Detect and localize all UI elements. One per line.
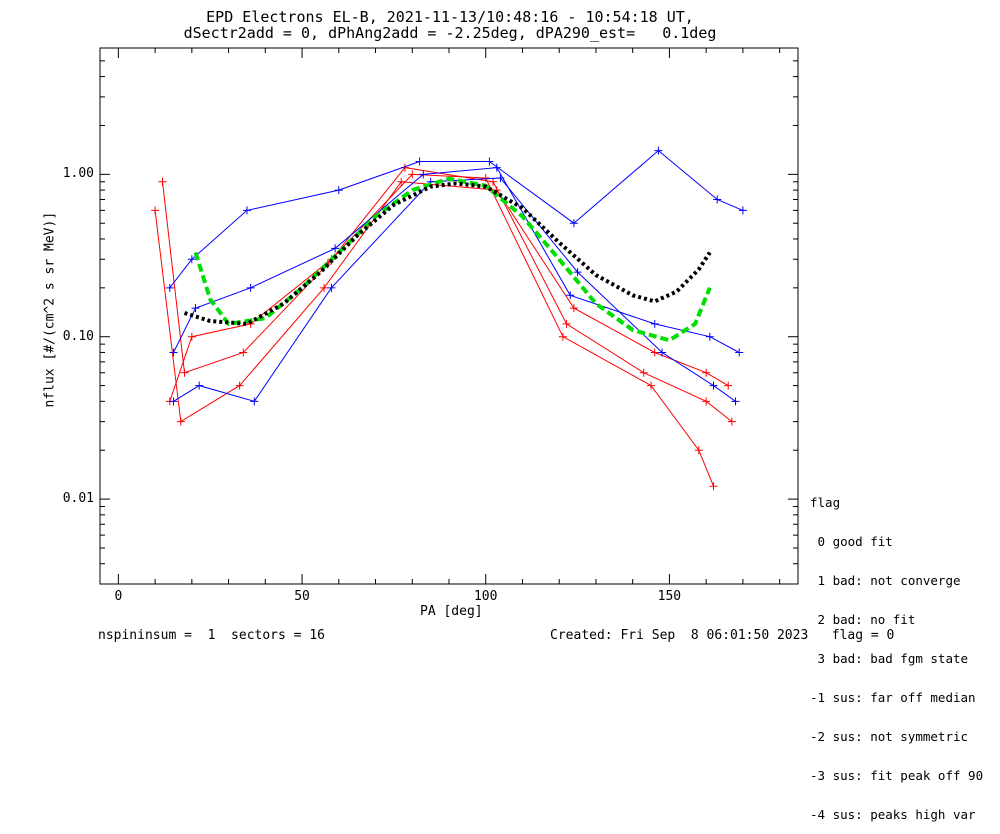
series-0-point-9 — [727, 417, 736, 426]
series-1 — [165, 170, 718, 491]
series-3-point-7 — [650, 319, 659, 328]
series-5-point-9 — [738, 206, 747, 215]
tick-marks — [100, 47, 798, 585]
pitch-angle-chart — [99, 47, 799, 585]
series-2-point-7 — [650, 348, 659, 357]
series-3-point-0 — [169, 348, 178, 357]
legend-item-5: -2 sus: not symmetric — [810, 729, 969, 744]
legend-item-6: -3 sus: fit peak off 90 — [810, 768, 984, 783]
series-0-point-7 — [639, 368, 648, 377]
series-4-point-8 — [709, 381, 718, 390]
series-4-point-9 — [731, 397, 740, 406]
series-5-point-1 — [187, 255, 196, 264]
series-2-point-1 — [176, 417, 185, 426]
series-6 — [193, 176, 712, 343]
series-7-line — [183, 181, 712, 326]
x-tick-label-3: 150 — [657, 589, 682, 604]
series-1-point-6 — [558, 332, 567, 341]
series-7 — [183, 181, 712, 326]
series-2-point-9 — [724, 381, 733, 390]
y-tick-label-2: 1.00 — [62, 166, 94, 182]
series-3-point-5 — [492, 163, 501, 172]
series-4-point-2 — [250, 397, 259, 406]
legend-item-1: 1 bad: not converge — [810, 573, 961, 588]
series-3-point-1 — [191, 304, 200, 313]
series-4-point-5 — [496, 173, 505, 182]
legend-title: flag — [810, 495, 841, 510]
y-axis-label: nflux [#/(cm^2 s sr MeV)] — [42, 211, 58, 408]
series-4-point-6 — [573, 268, 582, 277]
series-5-point-3 — [334, 186, 343, 195]
series-2-point-0 — [151, 206, 160, 215]
series-1-point-4 — [408, 170, 417, 179]
footer-spin-info: nspininsum = 1 sectors = 16 — [98, 628, 325, 643]
series-2-point-4 — [397, 177, 406, 186]
series-5-point-4 — [415, 157, 424, 166]
legend-item-2: 2 bad: no fit — [810, 612, 916, 627]
legend-item-4: -1 sus: far off median — [810, 690, 976, 705]
series-5-point-2 — [242, 206, 251, 215]
series-5-point-5 — [485, 157, 494, 166]
series-1-point-9 — [709, 482, 718, 491]
series-3-point-2 — [246, 283, 255, 292]
series-0-point-1 — [180, 368, 189, 377]
series-0-line — [162, 167, 733, 422]
series-0-point-5 — [489, 177, 498, 186]
series-3-point-9 — [735, 348, 744, 357]
series-6-line — [193, 176, 712, 343]
x-tick-label-1: 50 — [294, 589, 310, 604]
series-0-point-8 — [702, 397, 711, 406]
series-5 — [165, 146, 747, 292]
plot-frame — [99, 47, 799, 585]
series-3-point-8 — [705, 332, 714, 341]
y-tick-label-1: 0.10 — [62, 328, 94, 344]
legend-item-0: 0 good fit — [810, 534, 893, 549]
series-5-point-6 — [569, 219, 578, 228]
chart-title-line1: EPD Electrons EL-B, 2021-11-13/10:48:16 … — [206, 8, 694, 26]
legend-item-7: -4 sus: peaks high var — [810, 807, 976, 822]
x-axis-label: PA [deg] — [420, 604, 483, 619]
x-tick-label-2: 100 — [473, 589, 498, 604]
chart-title-line2: dSectr2add = 0, dPhAng2add = -2.25deg, d… — [183, 24, 717, 42]
series-3-point-4 — [419, 170, 428, 179]
series-0 — [158, 163, 736, 426]
series-1-point-1 — [187, 332, 196, 341]
series-2-point-8 — [702, 368, 711, 377]
footer-created-info: Created: Fri Sep 8 06:01:50 2023 flag = … — [550, 628, 895, 643]
series-3-point-3 — [331, 244, 340, 253]
series-3 — [169, 163, 744, 357]
series-0-point-6 — [562, 319, 571, 328]
y-tick-label-0: 0.01 — [62, 491, 94, 507]
series-4-point-7 — [658, 348, 667, 357]
series-5-point-0 — [165, 283, 174, 292]
series-1-point-5 — [481, 173, 490, 182]
series-4-point-1 — [195, 381, 204, 390]
series-layer — [151, 146, 747, 491]
x-tick-label-0: 0 — [114, 589, 123, 604]
series-0-point-0 — [158, 177, 167, 186]
series-5-point-7 — [654, 146, 663, 155]
series-4-point-3 — [327, 283, 336, 292]
series-1-line — [169, 173, 714, 487]
legend-item-3: 3 bad: bad fgm state — [810, 651, 969, 666]
series-5-point-8 — [713, 195, 722, 204]
series-2-point-6 — [569, 304, 578, 313]
series-2-point-2 — [235, 381, 244, 390]
series-2 — [151, 177, 733, 426]
series-2-point-3 — [320, 283, 329, 292]
series-1-point-8 — [694, 446, 703, 455]
series-4-point-0 — [169, 397, 178, 406]
series-5-line — [169, 149, 744, 289]
series-3-point-6 — [566, 291, 575, 300]
series-0-point-2 — [239, 348, 248, 357]
series-4-line — [173, 177, 736, 402]
series-1-point-7 — [647, 381, 656, 390]
flag-legend: flag 0 good fit 1 bad: not converge 2 ba… — [810, 470, 983, 834]
